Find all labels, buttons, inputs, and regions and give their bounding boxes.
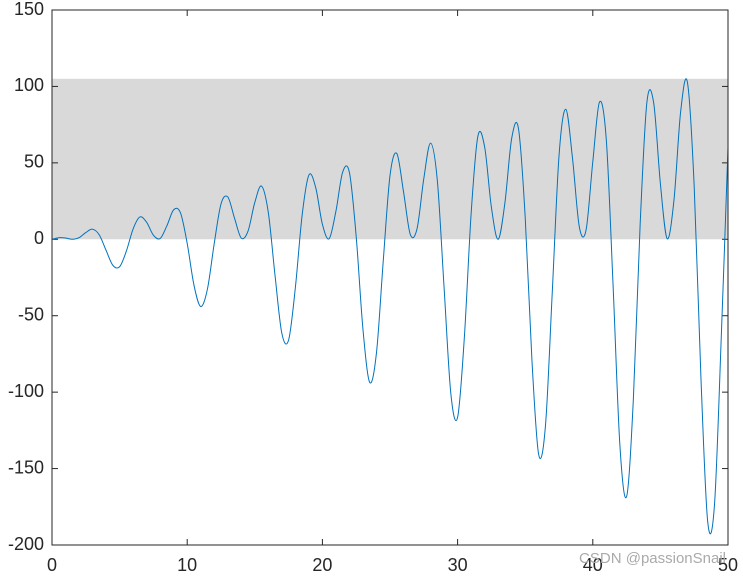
y-tick-label: -50 bbox=[18, 304, 44, 324]
x-tick-label: 40 bbox=[583, 555, 603, 575]
x-tick-label: 50 bbox=[718, 555, 738, 575]
shaded-band bbox=[52, 78, 728, 240]
y-tick-label: -150 bbox=[8, 457, 44, 477]
x-tick-label: 20 bbox=[312, 555, 332, 575]
y-tick-label: 50 bbox=[24, 152, 44, 172]
y-tick-label: 150 bbox=[14, 0, 44, 19]
data-line bbox=[51, 78, 729, 535]
y-tick-label: 0 bbox=[34, 228, 44, 248]
watermark: CSDN @passionSnail bbox=[579, 550, 726, 567]
x-tick-label: 30 bbox=[448, 555, 468, 575]
plot-box bbox=[51, 9, 729, 546]
x-tick-label: 10 bbox=[177, 555, 197, 575]
x-tick-label: 0 bbox=[47, 555, 57, 575]
y-tick-label: -100 bbox=[8, 381, 44, 401]
y-tick-label: 100 bbox=[14, 75, 44, 95]
y-tick-label: -200 bbox=[8, 534, 44, 554]
